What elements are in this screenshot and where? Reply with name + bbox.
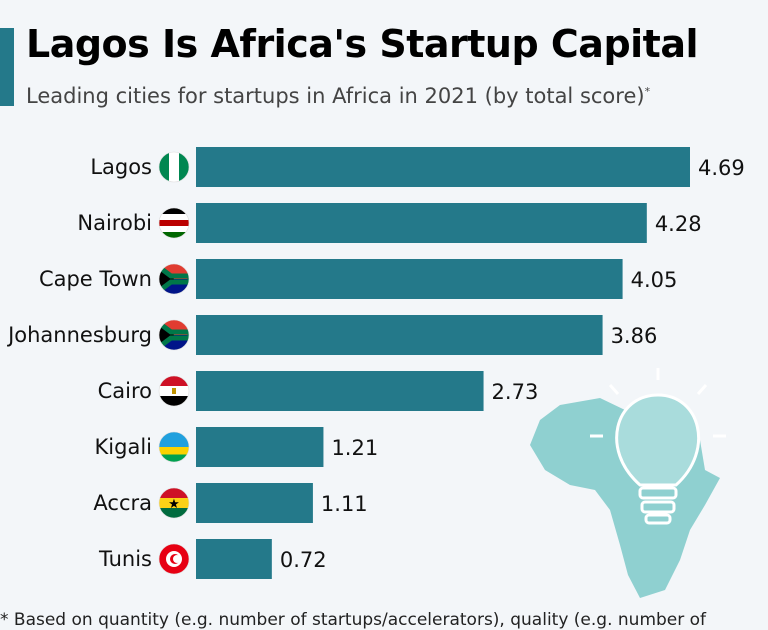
subtitle-text: Leading cities for startups in Africa in… (26, 84, 645, 108)
rwanda-flag-icon (159, 432, 189, 462)
value-label: 1.21 (331, 436, 378, 460)
bar-row: Accra ★ 1.11 (93, 483, 368, 523)
bar-row: Kigali 1.21 (95, 427, 378, 467)
bar (196, 315, 603, 355)
category-label: Tunis (98, 547, 152, 571)
bar (196, 427, 324, 467)
tunisia-flag-icon (159, 544, 189, 574)
bar-row: Tunis 0.72 (98, 539, 327, 579)
category-label: Kigali (95, 435, 152, 459)
category-label: Accra (93, 491, 152, 515)
bar-row: Lagos 4.69 (90, 147, 745, 187)
svg-text:★: ★ (168, 497, 180, 512)
bar (196, 371, 484, 411)
category-label: Nairobi (77, 211, 152, 235)
south-africa-flag-icon (159, 320, 189, 350)
bar (196, 259, 623, 299)
bar (196, 483, 313, 523)
bar (196, 147, 690, 187)
category-label: Cape Town (39, 267, 152, 291)
lightbulb-icon (590, 368, 726, 525)
bar-row: Cape Town 4.05 (39, 259, 677, 299)
chart-title: Lagos Is Africa's Startup Capital (26, 22, 699, 66)
nigeria-flag-icon (159, 152, 189, 182)
south-africa-flag-icon (159, 264, 189, 294)
egypt-flag-icon (159, 376, 189, 406)
bar (196, 539, 272, 579)
value-label: 1.11 (321, 492, 368, 516)
title-accent-bar (0, 28, 14, 106)
bar-row: Nairobi 4.28 (77, 203, 702, 243)
value-label: 4.69 (698, 156, 745, 180)
chart-subtitle: Leading cities for startups in Africa in… (26, 84, 650, 108)
bar (196, 203, 647, 243)
kenya-flag-icon (159, 208, 189, 238)
value-label: 4.05 (631, 268, 678, 292)
value-label: 2.73 (492, 380, 539, 404)
subtitle-footnote-mark: * (644, 85, 651, 98)
value-label: 4.28 (655, 212, 702, 236)
category-label: Lagos (90, 155, 152, 179)
africa-lightbulb-illustration (530, 368, 726, 598)
value-label: 0.72 (280, 548, 327, 572)
category-label: Johannesburg (6, 323, 152, 347)
ghana-flag-icon: ★ (159, 488, 189, 518)
bar-row: Johannesburg 3.86 (6, 315, 657, 355)
category-label: Cairo (98, 379, 152, 403)
footnote: * Based on quantity (e.g. number of star… (0, 610, 707, 630)
value-label: 3.86 (611, 324, 658, 348)
bar-row: Cairo 2.73 (98, 371, 539, 411)
